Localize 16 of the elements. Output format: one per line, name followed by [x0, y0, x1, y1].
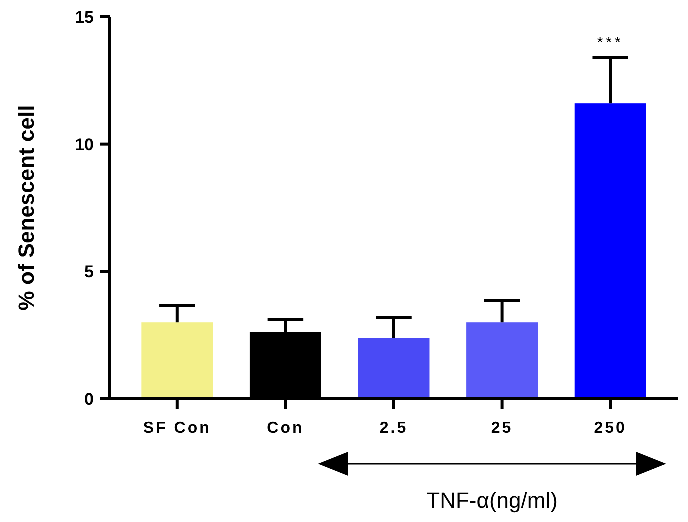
y-tick-label: 15: [75, 8, 94, 27]
x-tick-label: Con: [267, 420, 304, 437]
bar: [358, 338, 430, 399]
x-tick-label: 250: [594, 420, 627, 437]
bar: [574, 104, 646, 399]
x-axis-title: TNF-α(ng/ml): [426, 488, 558, 513]
y-tick-label: 0: [84, 390, 94, 409]
bar: [142, 322, 214, 399]
x-tick-label: 2.5: [380, 420, 408, 437]
bar: [466, 322, 538, 399]
annotation: ***: [597, 34, 624, 52]
x-tick-label: SF Con: [143, 420, 212, 437]
x-tick-label: 25: [491, 420, 514, 437]
y-tick-label: 5: [84, 262, 94, 282]
y-tick-label: 10: [75, 135, 94, 154]
y-axis-title: % of Senescent cell: [14, 105, 39, 311]
